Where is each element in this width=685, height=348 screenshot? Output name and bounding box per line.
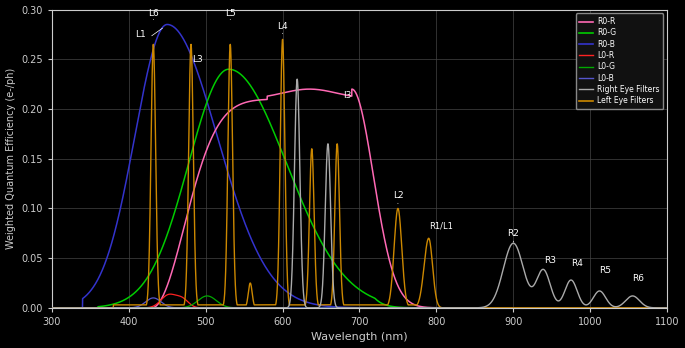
Text: L5: L5 bbox=[225, 8, 236, 17]
Text: L1: L1 bbox=[135, 30, 146, 39]
Text: I3: I3 bbox=[343, 90, 351, 100]
Text: R3: R3 bbox=[544, 256, 556, 265]
Y-axis label: Weighted Quantum Efficiency (e-/ph): Weighted Quantum Efficiency (e-/ph) bbox=[5, 68, 16, 249]
Text: L6: L6 bbox=[148, 8, 159, 17]
Text: L2: L2 bbox=[393, 191, 403, 200]
Text: L3: L3 bbox=[192, 55, 203, 64]
Text: R4: R4 bbox=[571, 259, 583, 268]
X-axis label: Wavelength (nm): Wavelength (nm) bbox=[311, 332, 408, 342]
Text: R5: R5 bbox=[599, 266, 612, 275]
Text: R1/L1: R1/L1 bbox=[429, 221, 453, 230]
Text: R6: R6 bbox=[632, 274, 645, 283]
Legend: R0-R, R0-G, R0-B, L0-R, L0-G, L0-B, Right Eye Filters, Left Eye Filters: R0-R, R0-G, R0-B, L0-R, L0-G, L0-B, Righ… bbox=[575, 13, 663, 109]
Text: R2: R2 bbox=[508, 229, 519, 238]
Text: L4: L4 bbox=[277, 22, 288, 31]
